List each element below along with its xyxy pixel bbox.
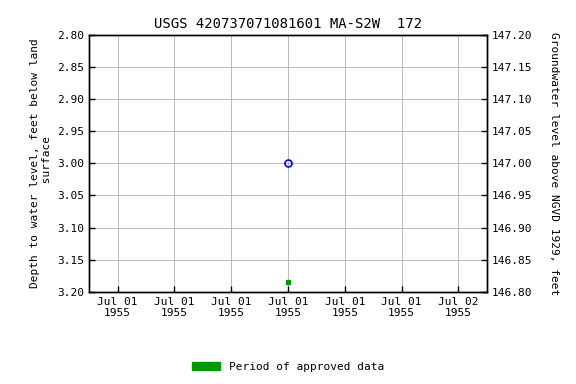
- Legend: Period of approved data: Period of approved data: [188, 358, 388, 377]
- Y-axis label: Groundwater level above NGVD 1929, feet: Groundwater level above NGVD 1929, feet: [549, 31, 559, 295]
- Title: USGS 420737071081601 MA-S2W  172: USGS 420737071081601 MA-S2W 172: [154, 17, 422, 31]
- Y-axis label: Depth to water level, feet below land
 surface: Depth to water level, feet below land su…: [31, 38, 52, 288]
